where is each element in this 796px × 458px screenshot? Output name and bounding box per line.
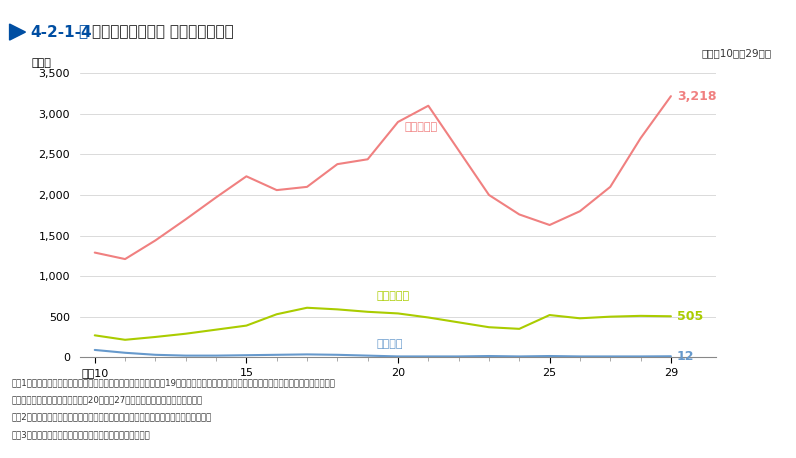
Text: 4-2-1-4: 4-2-1-4 [30, 25, 92, 39]
Text: 注　1　厚生労働省医薬・生活衛生局の資料による。ただし，平成19年までは，厚生労働省医薬食品局，警察庁刑事局及び海上保安庁警備: 注 1 厚生労働省医薬・生活衛生局の資料による。ただし，平成19年までは，厚生労… [12, 378, 336, 387]
Text: 大麻取締法違反等 検挙人員の推移: 大麻取締法違反等 検挙人員の推移 [92, 25, 233, 39]
Text: あへん法: あへん法 [377, 339, 404, 349]
Text: 12: 12 [677, 350, 694, 363]
Text: 大麻取締法: 大麻取締法 [404, 122, 437, 132]
Polygon shape [10, 24, 25, 40]
Text: 麻薬取締法: 麻薬取締法 [377, 291, 410, 301]
Text: 505: 505 [677, 310, 703, 323]
Text: 3　警察のほか，特別司法警察員が検挙した者を含む。: 3 警察のほか，特別司法警察員が検挙した者を含む。 [12, 430, 150, 439]
Text: （平成10年〜29年）: （平成10年〜29年） [702, 48, 772, 58]
Text: 2　大麻，麻薬・向精神薬及びあへんに係る各麻薬特例法違反の検挙人員を含む。: 2 大麻，麻薬・向精神薬及びあへんに係る各麻薬特例法違反の検挙人員を含む。 [12, 413, 213, 422]
Text: 3,218: 3,218 [677, 90, 716, 103]
Text: 図: 図 [78, 25, 87, 39]
Text: 救難部の各資料により，20年から27年までは，内閣府の資料による。: 救難部の各資料により，20年から27年までは，内閣府の資料による。 [12, 395, 203, 404]
Text: （人）: （人） [32, 58, 52, 68]
